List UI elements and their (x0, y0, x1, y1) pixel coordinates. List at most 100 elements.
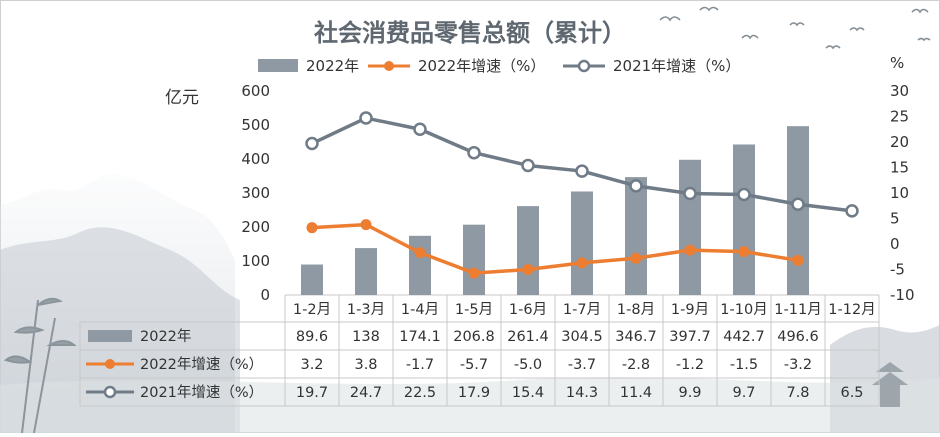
legend: 2022年 2022年增速（%） 2021年增速（%） (258, 57, 740, 75)
y-left-tick-label: 200 (241, 218, 270, 236)
y-right-tick-label: 20 (890, 133, 909, 151)
point-2021-growth (845, 204, 859, 218)
chart-title: 社会消费品零售总额（累计） (314, 19, 626, 47)
x-tick-label: 1-2月 (293, 302, 331, 318)
y-right-unit: % (890, 54, 904, 72)
table-series-name: 2022年 (140, 328, 191, 345)
legend-marker-2021 (577, 59, 591, 73)
table-cell-value: 3.2 (300, 357, 323, 373)
x-tick-label: 1-4月 (401, 302, 439, 318)
point-2021-growth (413, 122, 427, 136)
table-cell-value: 11.4 (620, 385, 652, 401)
y-left-tick-label: 500 (241, 116, 270, 134)
point-2021-growth (521, 158, 535, 173)
point-2021-growth (467, 145, 481, 160)
table-cell-value: 89.6 (296, 329, 328, 345)
axes: 0 100 200 300 400 500 600 -10 -5 0 5 10 15 20 25 30 (241, 82, 914, 304)
y-right-tick-label: -10 (890, 286, 915, 304)
table-cell-value: -3.7 (568, 357, 596, 373)
data-table: 1-2月 1-3月 1-4月 1-5月 1-6月 1-7月 1-8月 1-9月 1-10月 1-1… (79, 294, 880, 407)
x-tick-label: 1-7月 (563, 302, 601, 318)
table-cell-value: -5.0 (514, 357, 542, 373)
x-tick-label: 1-3月 (347, 302, 385, 318)
bar-2022 (625, 177, 647, 295)
table-cell-value: -1.7 (406, 357, 434, 373)
y-right-tick-label: 25 (890, 108, 909, 126)
point-2021-growth (629, 179, 643, 193)
table-cell-value: 14.3 (566, 385, 598, 401)
bar-2022 (733, 144, 755, 295)
table-cell-value: -1.5 (730, 357, 758, 373)
bamboo-shape (3, 297, 77, 434)
x-tick-label: 1-9月 (671, 302, 709, 318)
y-left-tick-label: 0 (260, 286, 270, 304)
table-cell-value: -2.8 (622, 357, 650, 373)
point-2021-growth (737, 187, 751, 202)
y-left-tick-label: 100 (241, 252, 270, 270)
bar-2022 (517, 206, 539, 295)
point-2022-growth (360, 219, 372, 231)
table-cell-value: 174.1 (399, 329, 441, 345)
table-cell-value: -3.2 (784, 357, 812, 373)
y-right-tick-label: 10 (890, 184, 909, 202)
table-cell-value: 496.6 (777, 329, 819, 345)
point-2022-growth (684, 244, 696, 256)
table-cell-value: 3.8 (354, 357, 377, 373)
point-2022-growth (522, 264, 534, 275)
table-cell-value: 15.4 (512, 385, 544, 401)
birds-shape (659, 6, 931, 50)
point-2021-growth (683, 186, 697, 201)
point-2022-growth (792, 254, 804, 266)
legend-label-line-2022: 2022年增速（%） (418, 57, 545, 75)
point-2021-growth (359, 111, 373, 125)
table-cell-value: 22.5 (404, 385, 436, 401)
table-cell-value: 442.7 (723, 329, 765, 345)
x-tick-label: 1-6月 (509, 302, 547, 318)
table-cell-value: 24.7 (350, 385, 382, 401)
line-2022-growth (311, 222, 799, 275)
line-series (305, 111, 859, 279)
table-cell-value: 346.7 (615, 329, 657, 345)
pavilion-shape (872, 362, 908, 407)
x-tick-label: 1-12月 (828, 302, 875, 318)
x-tick-label: 1-10月 (720, 302, 767, 318)
point-2022-growth (468, 267, 480, 279)
point-2022-growth (576, 257, 588, 269)
y-right-tick-label: 30 (890, 82, 909, 100)
point-2021-growth (575, 164, 589, 178)
table-key-marker (105, 359, 115, 369)
legend-swatch-bar-2022 (258, 59, 298, 72)
legend-marker-2022 (384, 61, 394, 71)
table-cell-value: 19.7 (296, 385, 328, 401)
y-left-tick-label: 300 (241, 184, 270, 202)
y-right-tick-label: 15 (890, 159, 909, 177)
legend-label-bar-2022: 2022年 (306, 57, 359, 75)
bar-2022 (571, 191, 593, 295)
table-cell-value: 9.9 (678, 385, 701, 401)
bar-series-2022 (301, 126, 809, 295)
table-cell-value: 397.7 (669, 329, 711, 345)
table-cell-value: 206.8 (453, 329, 495, 345)
y-left-unit: 亿元 (165, 88, 199, 108)
table-key-bar (88, 330, 132, 342)
table-cell-value: -5.7 (460, 357, 488, 373)
x-tick-label: 1-5月 (455, 302, 493, 318)
bar-2022 (463, 224, 485, 295)
x-tick-label: 1-11月 (774, 302, 821, 318)
legend-label-line-2021: 2021年增速（%） (613, 57, 740, 75)
table-series-name: 2021年增速（%） (140, 384, 263, 401)
y-left-tick-label: 400 (241, 150, 270, 168)
table-cell-value: 9.7 (732, 385, 755, 401)
table-cell-value: 261.4 (507, 329, 549, 345)
point-2022-growth (630, 252, 642, 264)
y-right-tick-label: 0 (890, 235, 900, 253)
point-2022-growth (306, 222, 318, 234)
x-tick-label: 1-8月 (617, 302, 655, 318)
table-key-marker (103, 385, 117, 399)
bar-2022 (409, 235, 431, 295)
y-right-tick-label: -5 (890, 261, 905, 279)
bar-2022 (355, 248, 377, 295)
table-cell-value: 138 (352, 329, 380, 345)
